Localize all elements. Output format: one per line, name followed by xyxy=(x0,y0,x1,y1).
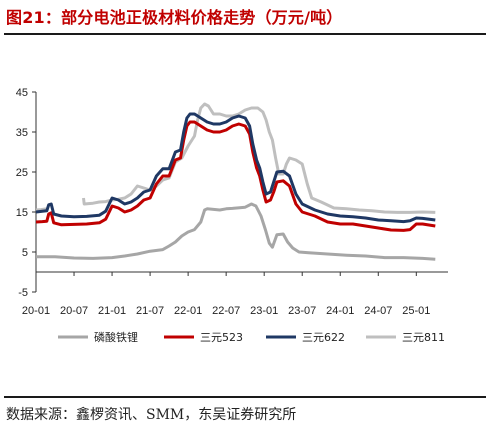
y-tick-label: -5 xyxy=(18,287,28,299)
chart-title: 图21：部分电池正极材料价格走势（万元/吨） xyxy=(6,8,343,27)
series-line-0 xyxy=(36,202,436,261)
legend-label: 三元523 xyxy=(200,331,243,344)
y-tick-label: 15 xyxy=(16,207,28,219)
x-tick-label: 20-01 xyxy=(22,305,50,317)
series-line-3 xyxy=(35,207,47,212)
x-tick-label: 20-07 xyxy=(60,305,88,317)
series-lines xyxy=(35,102,436,261)
x-tick-label: 25-01 xyxy=(402,305,430,317)
legend-label: 三元811 xyxy=(402,331,445,344)
x-tick-label: 23-01 xyxy=(250,305,278,317)
legend-label: 磷酸铁锂 xyxy=(94,330,138,344)
bottom-rule xyxy=(4,396,486,398)
legend-label: 三元622 xyxy=(302,331,345,344)
y-tick-label: 35 xyxy=(16,127,28,139)
x-tick-label: 23-07 xyxy=(288,305,316,317)
x-tick-label: 21-01 xyxy=(98,305,126,317)
series-line-3 xyxy=(82,102,436,214)
x-tick-label: 24-01 xyxy=(326,305,354,317)
legend: 磷酸铁锂 三元523 三元622 三元811 xyxy=(58,330,445,344)
top-rule xyxy=(4,33,486,35)
axes: 45 35 25 15 5 -5 20-01 20-07 21-01 21-07 22-01 22-0… xyxy=(16,87,448,317)
y-tick-label: 25 xyxy=(16,167,28,179)
y-tick-label: 45 xyxy=(16,87,28,99)
x-tick-label: 22-01 xyxy=(174,305,202,317)
series-line-1 xyxy=(35,120,436,232)
series-line-2 xyxy=(35,112,436,224)
source-note: 数据来源：鑫椤资讯、SMM，东吴证券研究所 xyxy=(6,407,297,423)
x-tick-label: 24-07 xyxy=(364,305,392,317)
x-tick-label: 22-07 xyxy=(212,305,240,317)
y-tick-label: 5 xyxy=(22,247,28,259)
x-tick-label: 21-07 xyxy=(136,305,164,317)
